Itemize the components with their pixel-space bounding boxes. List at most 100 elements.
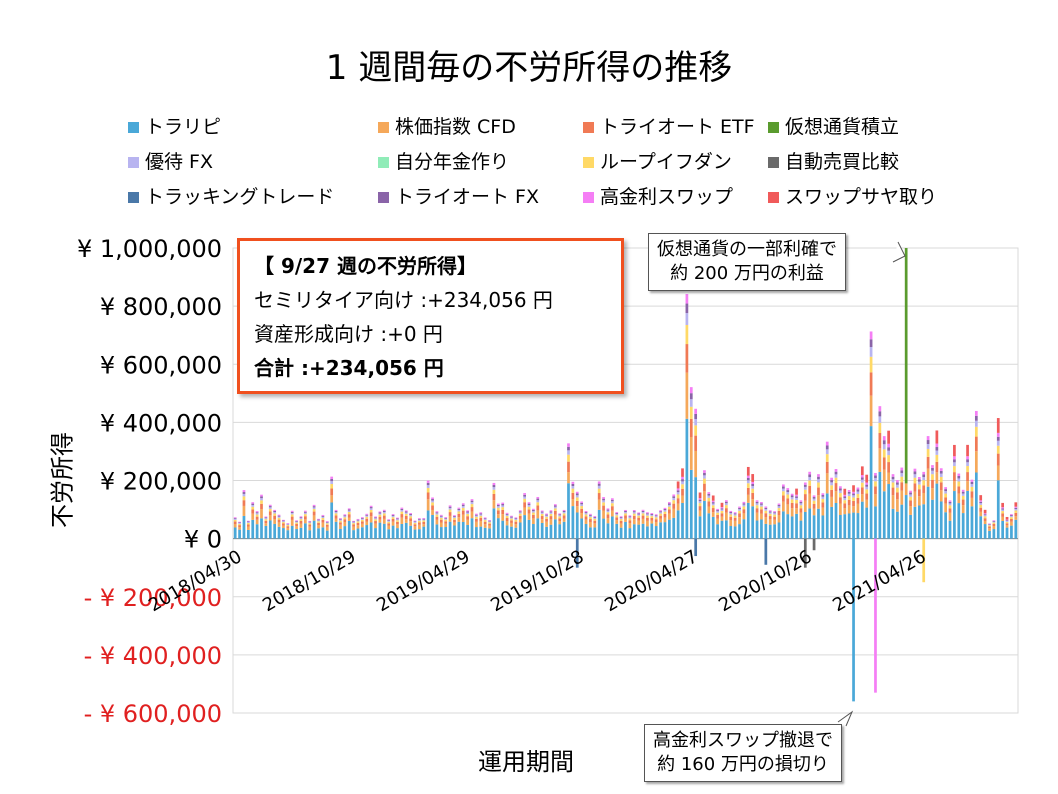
bar-segment	[896, 487, 899, 493]
bar-segment	[584, 514, 588, 517]
bar-segment	[996, 440, 1000, 446]
bar-segment	[260, 500, 263, 504]
bar-segment	[812, 495, 816, 498]
bar-segment	[935, 454, 939, 462]
bar-segment	[606, 514, 610, 519]
bar-segment	[711, 505, 715, 509]
bar-segment	[751, 488, 755, 493]
bar-segment	[290, 516, 294, 520]
bar-segment	[475, 514, 478, 516]
bar-segment	[878, 433, 882, 449]
bar-segment	[944, 487, 947, 490]
bar-segment	[733, 517, 737, 521]
bar-segment	[233, 523, 237, 528]
callout-pointer	[892, 241, 906, 263]
bar-segment	[540, 513, 544, 517]
bar-segment	[593, 527, 597, 539]
bar-segment	[663, 511, 667, 514]
bar-segment	[909, 500, 912, 507]
bar-segment	[475, 513, 478, 515]
bar-segment	[874, 475, 877, 479]
bar-segment	[632, 511, 636, 513]
bar-segment	[304, 523, 307, 539]
y-tick-label: ¥ 400,000	[100, 409, 222, 437]
bar-segment	[900, 470, 904, 474]
bar-segment	[339, 528, 342, 539]
bar-segment	[448, 512, 452, 516]
bar-segment	[589, 527, 592, 539]
bar-segment	[479, 520, 483, 527]
bar-segment	[777, 506, 781, 509]
bar-segment	[913, 474, 917, 478]
bar-segment	[387, 521, 391, 524]
bar-segment	[720, 520, 724, 539]
bar-segment	[755, 503, 759, 506]
bar-segment	[514, 521, 518, 525]
bar-segment	[615, 517, 619, 521]
bar-segment	[453, 525, 456, 539]
bar-segment	[966, 444, 969, 457]
bar-segment	[803, 482, 807, 485]
bar-segment	[773, 512, 776, 514]
bar-segment	[751, 499, 755, 507]
bar-segment	[751, 483, 755, 487]
chart-title: 1 週間毎の不労所得の推移	[325, 48, 733, 88]
bar-segment	[996, 432, 1000, 437]
legend-label: 仮想通貨積立	[785, 116, 900, 138]
bar-segment	[847, 513, 851, 539]
bar-segment	[523, 502, 526, 508]
bar-segment	[558, 518, 562, 522]
bar-segment	[238, 523, 241, 526]
bar-segment	[466, 524, 469, 539]
bar-segment	[492, 500, 496, 509]
bar-segment	[689, 418, 693, 438]
bar-segment	[904, 248, 908, 484]
bar-segment	[707, 513, 711, 539]
bar-segment	[746, 466, 750, 476]
legend-label: トライオート ETF	[600, 116, 755, 138]
bar-segment	[926, 486, 930, 539]
bar-segment	[681, 481, 684, 485]
bar-segment	[246, 523, 250, 525]
bar-segment	[896, 492, 899, 500]
bar-segment	[470, 499, 474, 501]
bar-segment	[396, 521, 399, 525]
bar-segment	[681, 476, 684, 480]
bar-segment	[549, 510, 553, 512]
bar-segment	[926, 436, 930, 441]
bar-segment	[869, 356, 873, 373]
legend-label: 優待 FX	[145, 151, 213, 173]
bar-segment	[369, 508, 373, 510]
bar-segment	[900, 490, 904, 505]
bar-segment	[882, 491, 886, 539]
bar-segment	[632, 510, 636, 512]
bar-segment	[821, 493, 825, 496]
bar-segment	[637, 517, 641, 521]
bar-segment	[825, 449, 829, 455]
bar-segment	[268, 520, 272, 539]
bar-segment	[738, 509, 741, 511]
bar-segment	[242, 493, 246, 497]
bar-segment	[365, 518, 369, 522]
bar-segment	[479, 513, 483, 515]
bar-segment	[488, 523, 491, 526]
bar-segment	[277, 515, 281, 517]
bar-segment	[610, 498, 614, 500]
bar-segment	[606, 512, 610, 515]
bar-segment	[295, 523, 298, 527]
bar-segment	[641, 509, 645, 511]
bar-segment	[518, 513, 522, 516]
bar-segment	[378, 513, 382, 515]
bar-segment	[865, 489, 869, 494]
bar-segment	[799, 520, 803, 539]
bar-segment	[549, 513, 553, 517]
bar-segment	[602, 505, 605, 511]
bar-segment	[751, 474, 755, 482]
bar-segment	[628, 528, 632, 539]
bar-segment	[966, 456, 969, 460]
bar-segment	[369, 507, 373, 509]
bar-segment	[641, 518, 645, 524]
bar-segment	[246, 526, 250, 530]
callout-crypto: 仮想通貨の一部利確で 約 200 万円の利益	[648, 233, 846, 291]
bar-segment	[650, 513, 654, 515]
